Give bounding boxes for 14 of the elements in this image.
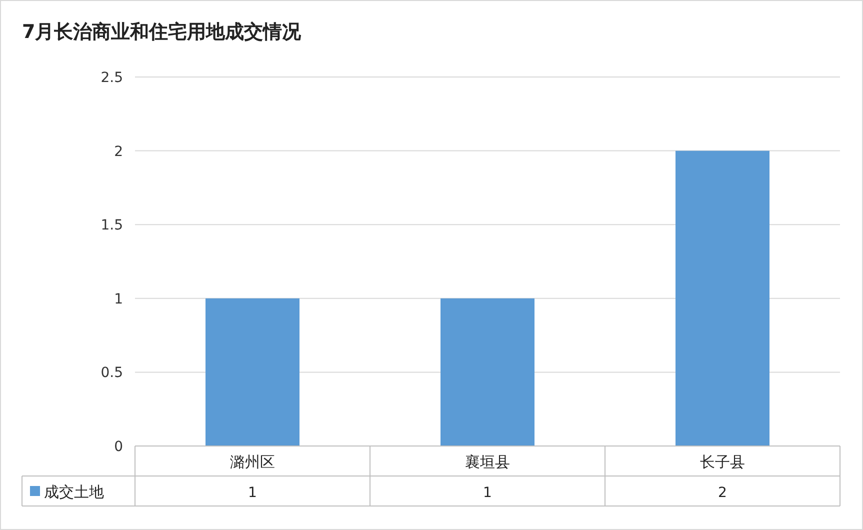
y-tick-label: 0.5 bbox=[100, 365, 123, 382]
chart-title: 7月长治商业和住宅用地成交情况 bbox=[22, 21, 302, 43]
legend-label: 成交土地 bbox=[44, 483, 104, 501]
y-tick-label: 0 bbox=[114, 439, 123, 455]
x-tick-label: 襄垣县 bbox=[465, 453, 510, 471]
x-tick-label: 潞州区 bbox=[230, 453, 275, 471]
data-label: 1 bbox=[248, 485, 257, 501]
y-tick-label: 1.5 bbox=[100, 218, 123, 234]
x-tick-label: 长子县 bbox=[700, 453, 745, 471]
data-label: 2 bbox=[718, 485, 727, 501]
data-label: 1 bbox=[483, 485, 492, 501]
y-tick-label: 2.5 bbox=[100, 70, 123, 86]
y-tick-label: 2 bbox=[114, 144, 123, 160]
y-tick-label: 1 bbox=[114, 291, 123, 308]
